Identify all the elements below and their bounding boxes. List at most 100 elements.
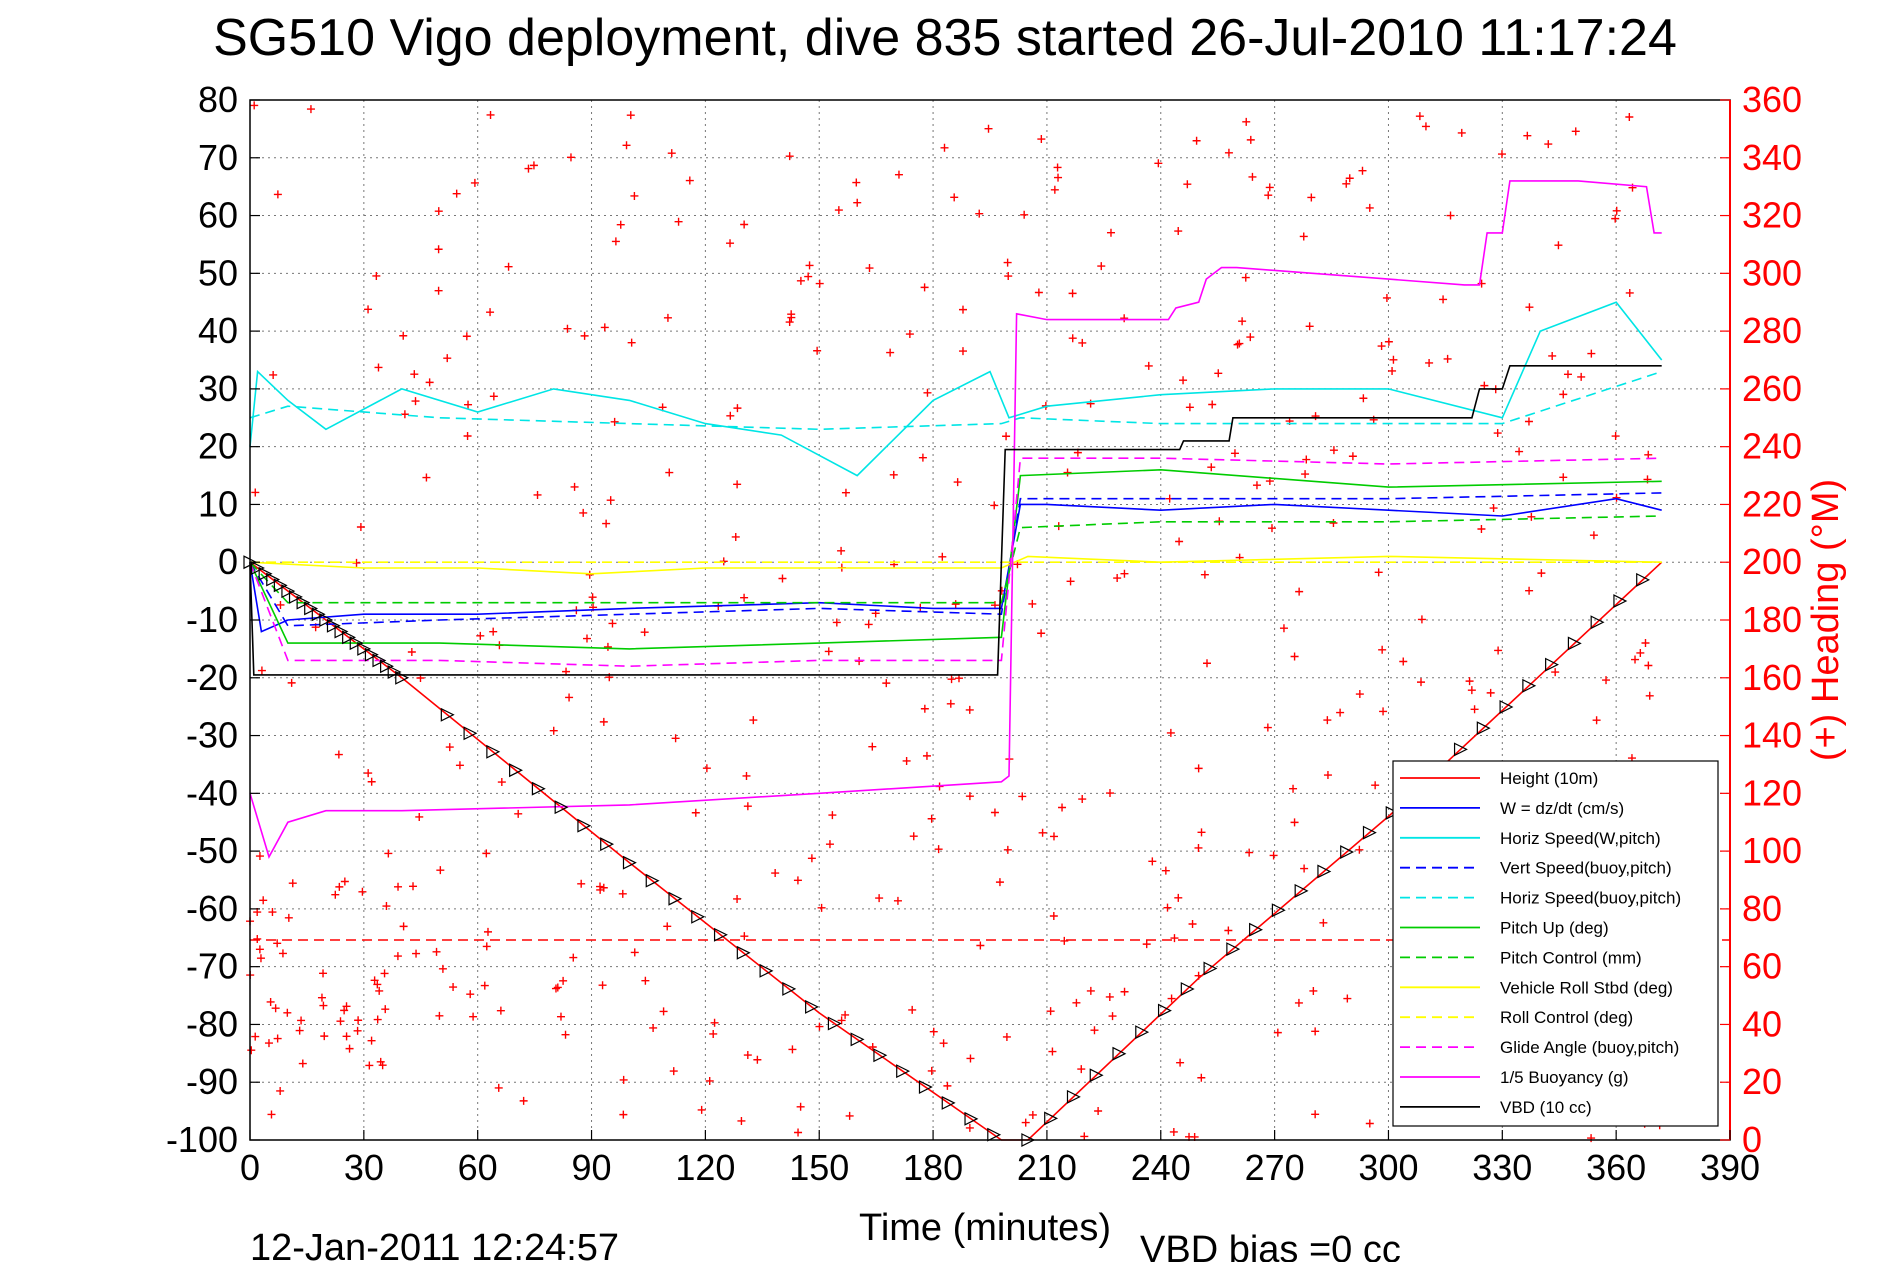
heading-marker [372, 271, 381, 280]
x-tick-label: 210 [1017, 1147, 1077, 1188]
series-line [249, 457, 1662, 668]
heading-marker [1194, 843, 1203, 852]
heading-marker [432, 947, 441, 956]
heading-marker [376, 1057, 385, 1066]
heading-marker [470, 178, 479, 187]
heading-marker [918, 453, 927, 462]
heading-marker [1188, 919, 1197, 928]
heading-marker [1037, 629, 1046, 638]
heading-marker [1559, 473, 1568, 482]
heading-marker [364, 305, 373, 314]
heading-marker [610, 417, 619, 426]
heading-marker [674, 217, 683, 226]
heading-marker [1238, 317, 1247, 326]
x-axis-label: Time (minutes) [859, 1207, 1111, 1249]
heading-marker [1263, 723, 1272, 732]
heading-marker [864, 620, 873, 629]
depth-marker [964, 1111, 979, 1126]
heading-marker [1486, 688, 1495, 697]
heading-marker [443, 354, 452, 363]
heading-marker [247, 1046, 256, 1055]
heading-marker [1002, 1032, 1011, 1041]
heading-marker [514, 809, 523, 818]
y-tick-label: 20 [198, 426, 238, 467]
heading-marker [334, 750, 343, 759]
heading-marker [710, 1018, 719, 1027]
heading-marker [319, 1001, 328, 1010]
heading-marker [1421, 122, 1430, 131]
heading-marker [705, 1076, 714, 1085]
heading-marker [1311, 1110, 1320, 1119]
heading-marker [580, 331, 589, 340]
heading-marker [606, 496, 615, 505]
heading-marker [1587, 1134, 1596, 1143]
depth-marker [1089, 1068, 1104, 1083]
heading-marker [1415, 112, 1424, 121]
series-line [249, 468, 1662, 650]
heading-marker [1037, 135, 1046, 144]
heading-marker [1113, 574, 1122, 583]
heading-marker [1248, 172, 1257, 181]
heading-marker [287, 678, 296, 687]
y-tick-label: 0 [218, 541, 238, 582]
y2-tick-label: 360 [1742, 79, 1802, 120]
heading-marker [726, 411, 735, 420]
heading-marker [494, 1083, 503, 1092]
heading-marker [1161, 866, 1170, 875]
heading-marker [1050, 185, 1059, 194]
heading-marker [466, 990, 475, 999]
depth-marker [304, 601, 319, 616]
heading-marker [1179, 376, 1188, 385]
heading-marker [1167, 994, 1176, 1003]
depth-marker [554, 800, 569, 815]
heading-marker [902, 756, 911, 765]
heading-marker [951, 600, 960, 609]
heading-marker [600, 323, 609, 332]
heading-marker [966, 1054, 975, 1063]
legend-box [1392, 760, 1719, 1127]
heading-marker [603, 642, 612, 651]
heading-marker [1525, 303, 1534, 312]
heading-marker [1203, 659, 1211, 668]
heading-marker [602, 519, 611, 528]
series-line [249, 497, 1662, 633]
y-tick-label: 70 [198, 137, 238, 178]
heading-marker [422, 473, 431, 482]
heading-marker [438, 964, 447, 973]
heading-marker [566, 153, 575, 162]
heading-marker [455, 761, 464, 770]
heading-marker [1120, 987, 1129, 996]
depth-marker [759, 963, 774, 978]
heading-marker [1602, 676, 1611, 685]
depth-marker [850, 1032, 865, 1047]
heading-marker [947, 675, 956, 684]
heading-marker [697, 1105, 706, 1114]
heading-marker [342, 1032, 351, 1041]
y-tick-label: 10 [198, 483, 238, 524]
depth-marker [577, 818, 592, 833]
heading-marker [1142, 940, 1151, 949]
heading-marker [749, 716, 758, 725]
heading-marker [828, 811, 837, 820]
heading-marker [434, 286, 443, 295]
heading-marker [1034, 288, 1043, 297]
y-tick-label: 80 [198, 79, 238, 120]
heading-marker [1537, 569, 1546, 578]
heading-marker [1049, 911, 1058, 920]
heading-marker [743, 1051, 752, 1060]
heading-marker [1290, 818, 1299, 827]
heading-marker [1587, 349, 1596, 358]
heading-marker [965, 705, 974, 714]
heading-marker [1120, 314, 1129, 323]
heading-marker [256, 954, 265, 963]
y2-tick-label: 240 [1742, 426, 1802, 467]
heading-marker [737, 1116, 746, 1125]
heading-marker [1378, 645, 1387, 654]
depth-marker [380, 659, 394, 674]
heading-marker [927, 814, 936, 823]
heading-marker [579, 508, 588, 517]
heading-marker [1631, 655, 1640, 664]
heading-marker [742, 771, 751, 780]
heading-marker [1020, 210, 1029, 219]
heading-marker [1641, 639, 1650, 648]
